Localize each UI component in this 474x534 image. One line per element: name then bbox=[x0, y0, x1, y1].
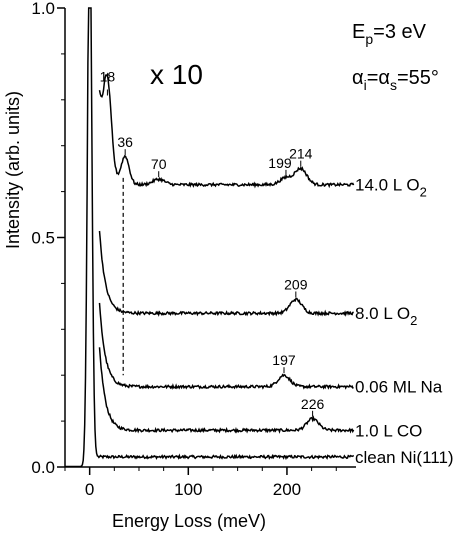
series-line-4 bbox=[98, 72, 355, 189]
x-tick-label: 0 bbox=[85, 480, 94, 499]
energy-condition-label: Ep=3 eV bbox=[352, 21, 427, 47]
peak-label: 226 bbox=[301, 396, 325, 412]
x-tick-label: 100 bbox=[174, 480, 202, 499]
series-line-1 bbox=[98, 347, 355, 434]
series-label: clean Ni(111) bbox=[355, 448, 454, 467]
peak-label: 199 bbox=[268, 155, 292, 171]
y-axis-title: Intensity (arb. units) bbox=[3, 91, 23, 249]
peak-label: 197 bbox=[272, 352, 296, 368]
x-tick-label: 200 bbox=[273, 480, 301, 499]
peak-label: 214 bbox=[289, 146, 313, 162]
axes: 0 100 200 0.0 0.5 1.0 bbox=[31, 0, 356, 499]
x-axis-title: Energy Loss (meV) bbox=[112, 511, 266, 531]
y-tick-label: 0.0 bbox=[31, 458, 55, 477]
peak-label: 70 bbox=[151, 156, 167, 172]
series-label: 14.0 L O2 bbox=[355, 176, 427, 200]
multiplier-label: x 10 bbox=[150, 59, 203, 90]
y-tick-label: 0.5 bbox=[31, 229, 55, 248]
series-label: 8.0 L O2 bbox=[355, 304, 417, 328]
series-line-3 bbox=[98, 230, 354, 317]
peak-label: 18 bbox=[100, 69, 116, 85]
series-line-2 bbox=[98, 302, 354, 390]
plot-area: clean Ni(111) 1.0 L CO 226 0.06 ML Na 197 8.0… bbox=[65, 7, 454, 468]
y-ticks: 0.0 0.5 1.0 bbox=[31, 0, 65, 477]
series-label: 1.0 L CO bbox=[355, 421, 422, 440]
x-ticks: 0 100 200 bbox=[64, 467, 337, 499]
y-tick-label: 1.0 bbox=[31, 0, 55, 18]
series-label: 0.06 ML Na bbox=[355, 378, 443, 397]
peak-label: 36 bbox=[117, 134, 133, 150]
series-line-0 bbox=[65, 7, 355, 468]
peak-label: 209 bbox=[284, 276, 308, 292]
angle-condition-label: αi=αs=55° bbox=[352, 67, 439, 93]
